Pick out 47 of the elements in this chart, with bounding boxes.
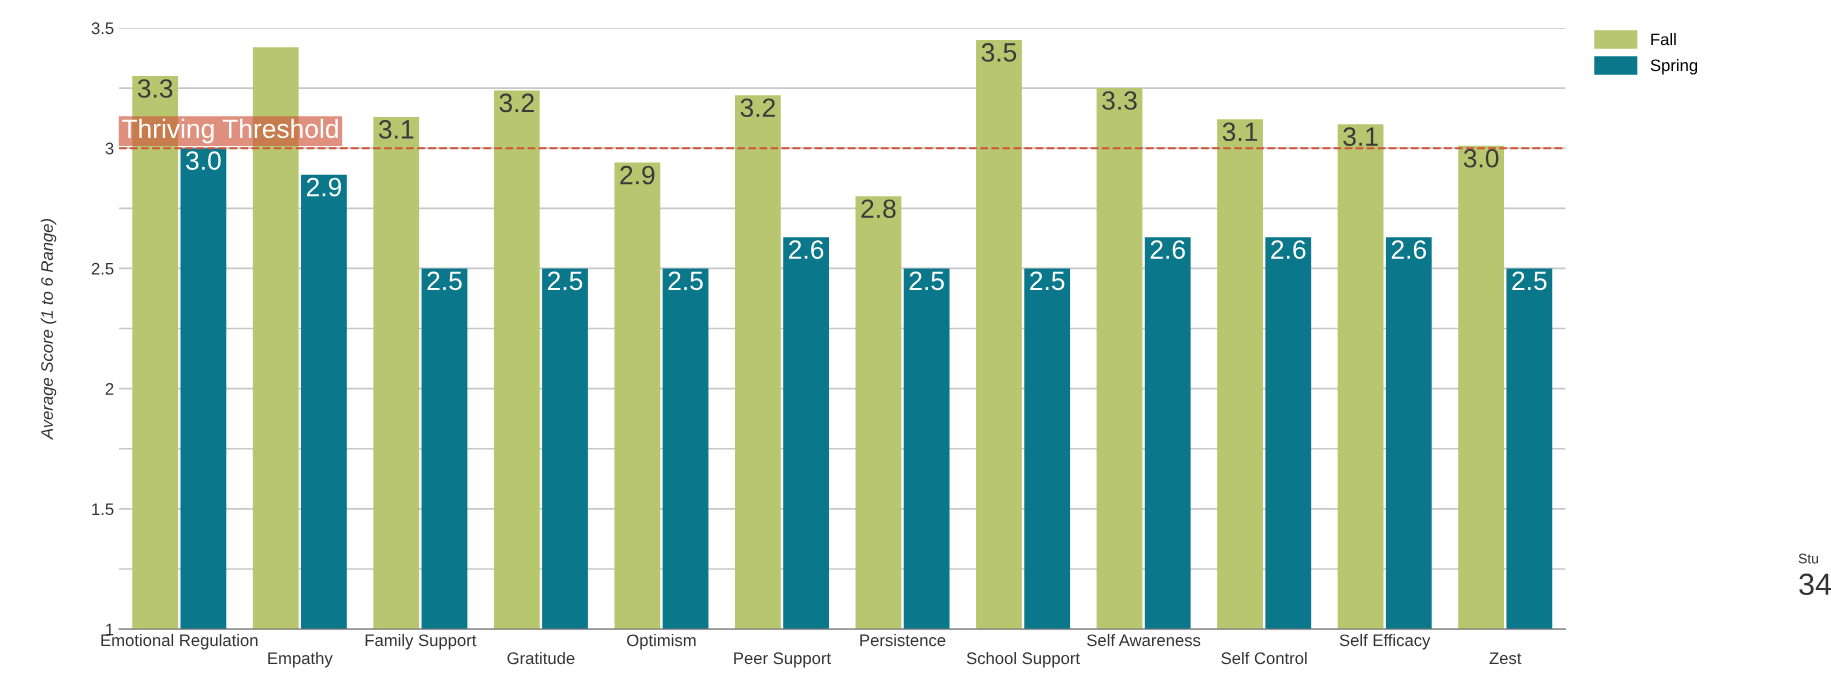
data-label: 3.1	[378, 120, 414, 139]
y-tick-label: 1	[106, 623, 114, 636]
x-tick-label: Self Efficacy	[1339, 633, 1431, 650]
y-tick-label: 3	[105, 142, 114, 155]
ref-line-label: Thriving Threshold	[122, 118, 338, 144]
data-label: 2.5	[1030, 271, 1065, 291]
y-tick-label: 2.5	[91, 262, 114, 275]
data-label: 2.6	[789, 240, 824, 259]
x-tick-label: Emotional Regulation	[101, 633, 258, 650]
data-label: 2.6	[1391, 240, 1426, 259]
x-tick-label: Family Support	[365, 633, 477, 650]
data-label: 3.3	[1102, 91, 1137, 110]
data-label: 3.5	[981, 43, 1017, 62]
legend-label: Spring	[1650, 58, 1698, 75]
x-tick-label: Self Awareness	[1087, 633, 1201, 647]
data-label: 3.0	[186, 151, 221, 170]
legend-label: Fall	[1651, 33, 1676, 46]
data-label: 2.5	[427, 271, 462, 291]
data-label: 3.2	[499, 93, 534, 113]
data-label: 2.6	[1150, 240, 1185, 259]
data-label: 3.1	[1222, 122, 1258, 142]
y-axis-title: Average Score (1 to 6 Range)	[40, 218, 57, 440]
x-tick-label: Self Control	[1221, 651, 1307, 665]
data-label: 2.5	[1512, 271, 1547, 291]
text: 34	[1799, 573, 1831, 596]
data-label: 2.6	[1271, 240, 1306, 259]
x-tick-label: Persistence	[860, 633, 946, 647]
x-tick-label: Optimism	[627, 633, 696, 650]
data-label: 3.2	[740, 98, 775, 118]
y-tick-label: 3.5	[91, 22, 114, 35]
x-tick-label: Peer Support	[734, 652, 831, 668]
x-tick-label: School Support	[966, 651, 1080, 668]
data-label: 2.5	[548, 271, 583, 291]
data-label: 3.3	[137, 79, 173, 98]
x-tick-label: Gratitude	[507, 651, 575, 665]
y-tick-label: 2	[105, 383, 114, 395]
data-label: 3.0	[1463, 148, 1499, 168]
data-label: 2.5	[668, 271, 703, 291]
data-label: 3.1	[1343, 127, 1378, 146]
data-label: 2.9	[306, 177, 342, 197]
y-tick-label: 1.5	[92, 503, 114, 516]
x-tick-label: Zest	[1489, 652, 1522, 665]
data-label: 2.5	[909, 271, 944, 291]
data-label: 2.9	[620, 165, 655, 185]
data-label: 2.8	[861, 199, 896, 219]
text: Stu	[1798, 553, 1818, 564]
x-tick-label: Empathy	[268, 651, 333, 668]
